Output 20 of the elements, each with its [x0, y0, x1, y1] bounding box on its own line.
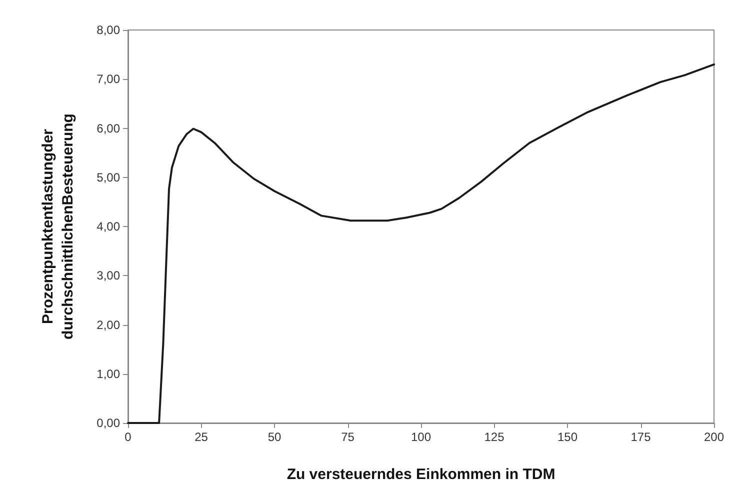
- y-tick-label: 3,00: [96, 268, 120, 283]
- y-tick-label: 5,00: [96, 170, 120, 184]
- x-tick-label: 0: [124, 430, 132, 444]
- y-tick-label: 0,00: [96, 416, 120, 430]
- x-tick-label: 200: [704, 430, 724, 444]
- y-axis-title: Prozentpunktentlastungder durchschnittlichenBesteuerung: [40, 114, 76, 340]
- y-tick-label: 4,00: [96, 220, 120, 234]
- y-tick-label: 6,00: [96, 121, 120, 136]
- x-tick-label: 150: [557, 430, 578, 444]
- y-tick-label: 1,00: [96, 366, 120, 381]
- x-tick-label: 50: [268, 430, 282, 444]
- x-tick-label: 75: [341, 430, 355, 444]
- y-tick-label: 2,00: [96, 318, 120, 332]
- x-tick-label: 175: [630, 430, 652, 444]
- x-axis-title: Zu versteuerndes Einkommen in TDM: [286, 466, 556, 483]
- y-tick-label: 7,00: [96, 72, 120, 86]
- x-tick-label: 125: [484, 430, 505, 444]
- x-tick-label: 25: [194, 430, 208, 444]
- y-tick-label: 8,00: [96, 23, 120, 37]
- x-tick-label: 100: [410, 430, 432, 444]
